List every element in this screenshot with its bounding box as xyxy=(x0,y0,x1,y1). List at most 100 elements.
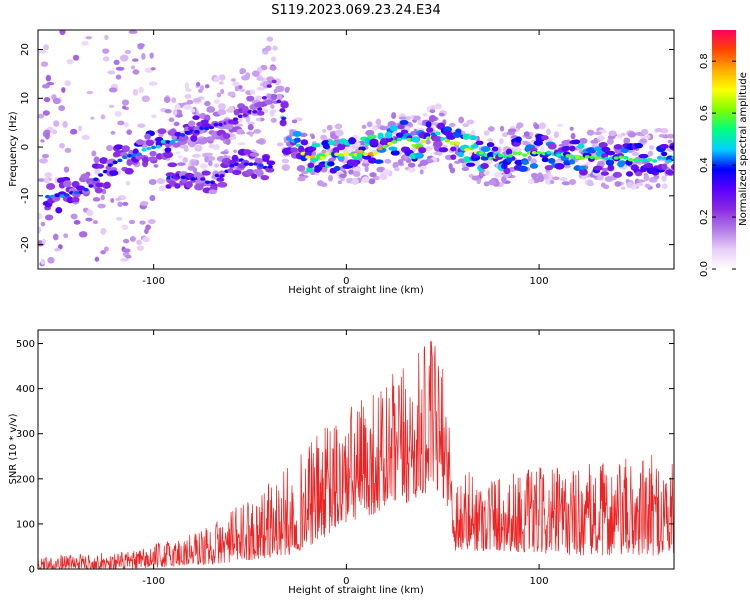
spectrogram-cell xyxy=(90,116,95,120)
spectrogram-cell xyxy=(225,138,231,145)
spectrogram-cell xyxy=(620,186,626,190)
spectrogram-cell xyxy=(623,137,631,144)
spectrogram-cell xyxy=(107,70,116,75)
spectrogram-cell xyxy=(174,131,182,137)
spectrogram-cell xyxy=(352,170,361,178)
spectrogram-cell xyxy=(462,123,469,128)
spectrogram-cell xyxy=(617,133,623,139)
spectrogram-cell xyxy=(628,157,634,162)
spectrogram-cell xyxy=(204,156,210,163)
spectrogram-cell xyxy=(361,124,367,130)
spectrogram-cell xyxy=(556,123,564,127)
spectrogram-cell xyxy=(364,165,369,173)
spectrogram-cell xyxy=(253,128,262,134)
spectrogram-cell xyxy=(261,95,268,100)
spectrogram-cell xyxy=(343,152,349,156)
spectrogram-cell xyxy=(597,174,604,181)
spectrogram-cell xyxy=(208,160,213,167)
spectrogram-cell xyxy=(497,153,504,158)
spectrogram-cell xyxy=(411,136,421,143)
snr-series-line xyxy=(38,340,674,569)
spectrogram-cell xyxy=(103,181,111,189)
spectrogram-cell xyxy=(462,133,470,140)
spectrogram-cell xyxy=(483,170,491,176)
spectrogram-cell xyxy=(236,142,246,146)
spectrogram-cell xyxy=(117,158,123,163)
spectrogram-cell xyxy=(237,114,243,119)
spectrogram-cell xyxy=(635,182,644,187)
spectrogram-cell xyxy=(126,153,133,158)
spectrogram-cell xyxy=(41,153,50,159)
colorbar-tick-label: 0.2 xyxy=(699,209,710,225)
spectrogram-cell xyxy=(107,163,113,167)
spectrogram-cell xyxy=(140,201,149,206)
y-tick-label: 0 xyxy=(29,565,35,576)
spectrogram-cell xyxy=(470,144,479,149)
spectrogram-cell xyxy=(121,145,130,153)
spectrogram-cell xyxy=(348,137,357,145)
spectrogram-cell xyxy=(414,152,424,159)
spectrogram-cell xyxy=(366,121,373,128)
spectrogram-cell xyxy=(256,76,264,81)
spectrogram-cell xyxy=(660,127,669,134)
spectrogram-cell xyxy=(540,146,545,153)
spectrogram-cell xyxy=(58,105,66,112)
spectrogram-cell xyxy=(252,109,258,114)
spectrogram-cell xyxy=(100,227,107,235)
spectrogram-cell xyxy=(70,128,78,135)
spectrogram-cell xyxy=(367,152,374,156)
spectrogram-cell xyxy=(116,216,123,221)
spectrogram-cell xyxy=(661,175,667,183)
spectrogram-cell xyxy=(208,189,217,195)
spectrogram-cell xyxy=(584,155,590,159)
spectrogram-cell xyxy=(142,236,150,243)
spectrogram-cell xyxy=(434,103,442,110)
spectrogram-cell xyxy=(655,127,663,133)
spectrogram-cell xyxy=(501,175,507,183)
spectrogram-cell xyxy=(141,53,146,60)
spectrogram-cell xyxy=(512,151,518,156)
spectrogram-cell xyxy=(419,165,427,170)
spectrogram-cell xyxy=(444,139,451,143)
spectrogram-cell xyxy=(114,110,122,117)
spectrogram-cell xyxy=(124,49,132,55)
spectrogram-cell xyxy=(40,258,46,265)
spectrogram-cell xyxy=(461,167,470,172)
spectrogram-cell xyxy=(429,109,436,114)
spectrogram-cell xyxy=(136,152,142,156)
spectrogram-cell xyxy=(204,84,210,89)
spectrogram-cell xyxy=(253,102,263,108)
spectrogram-cell xyxy=(647,150,654,157)
spectrogram-cell xyxy=(119,151,128,157)
spectrogram-cell xyxy=(47,256,55,264)
spectrogram-cell xyxy=(318,163,325,168)
spectrogram-cell xyxy=(537,175,545,183)
spectrogram-cell xyxy=(406,137,412,142)
spectrogram-cell xyxy=(281,147,292,155)
spectrogram-cell xyxy=(102,48,110,54)
spectrogram-cell xyxy=(570,132,576,140)
spectrogram-cell xyxy=(559,176,568,182)
spectrogram-cell xyxy=(262,154,270,163)
spectrogram-cell xyxy=(534,123,540,130)
spectrogram-cell xyxy=(358,149,364,154)
y-tick-label: 500 xyxy=(16,339,35,350)
spectrogram-cell xyxy=(606,150,616,156)
spectrogram-cell xyxy=(100,114,106,120)
spectrogram-cell xyxy=(613,156,619,160)
spectrogram-cell xyxy=(137,43,145,48)
spectrogram-cell xyxy=(553,131,560,139)
spectrogram-cell xyxy=(488,179,497,186)
spectrogram-cell xyxy=(109,170,119,176)
spectrogram-cell xyxy=(658,134,666,138)
spectrogram-cell xyxy=(292,130,302,137)
spectrogram-cell xyxy=(310,134,315,140)
spectrogram-cell xyxy=(54,248,61,252)
spectrogram-cell xyxy=(530,172,538,179)
spectrogram-cell xyxy=(300,151,306,156)
spectrogram-cell xyxy=(480,155,489,161)
spectrogram-cell xyxy=(533,140,544,146)
spectrogram-cell xyxy=(369,138,379,146)
spectrogram-cell xyxy=(499,138,504,145)
y-tick-label: 200 xyxy=(16,474,35,485)
